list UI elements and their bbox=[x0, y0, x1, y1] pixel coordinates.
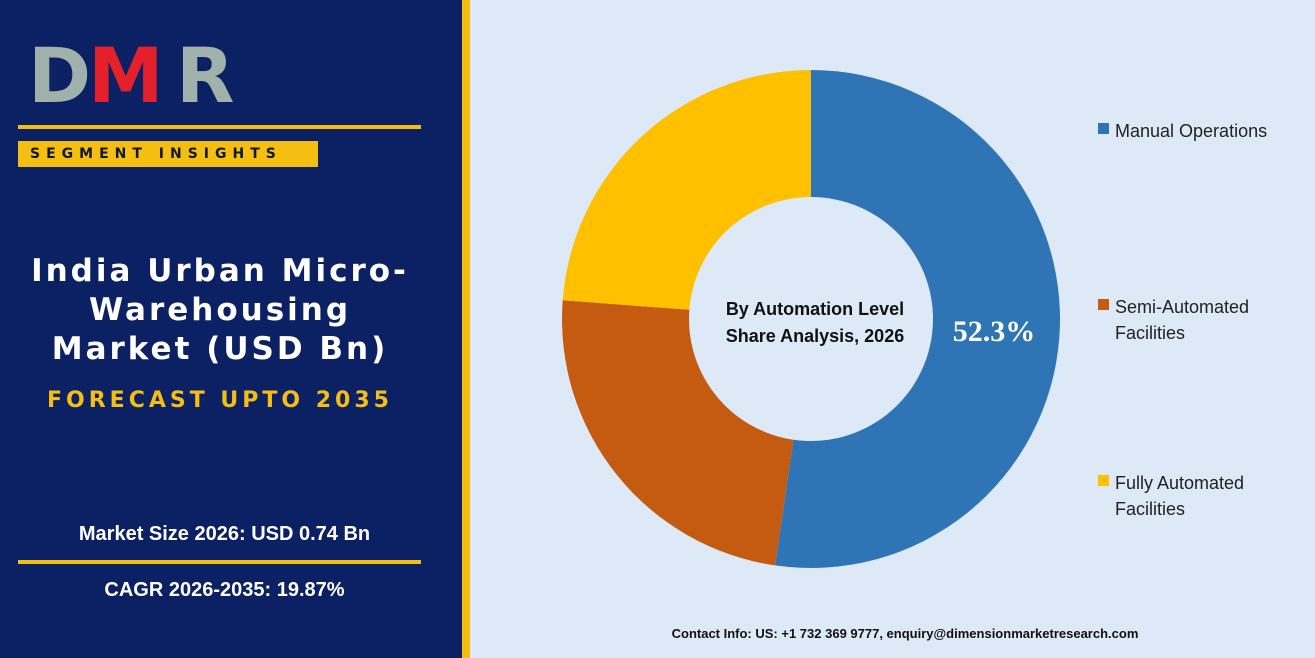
data-label-manual-operations: 52.3% bbox=[952, 315, 1036, 348]
legend-item-fully-automated-facilities: Fully Automated Facilities bbox=[1098, 470, 1308, 522]
left-panel bbox=[0, 0, 462, 658]
title-line: Market (USD Bn) bbox=[51, 331, 389, 367]
legend-label: Facilities bbox=[1115, 499, 1186, 519]
legend-item-semi-automated-facilities: Semi-Automated Facilities bbox=[1098, 294, 1308, 346]
report-title: India Urban Micro- Warehousing Market (U… bbox=[20, 252, 420, 369]
legend-label: Semi-Automated bbox=[1115, 297, 1250, 317]
title-line: Warehousing bbox=[88, 292, 352, 328]
legend-label: Facilities bbox=[1115, 323, 1186, 343]
gold-divider bbox=[462, 0, 470, 658]
top-rule bbox=[18, 125, 421, 129]
slice-semi-automated-facilities bbox=[562, 300, 794, 566]
dmr-logo: D M R bbox=[28, 31, 238, 120]
legend-swatch bbox=[1098, 299, 1109, 310]
bottom-rule bbox=[18, 560, 421, 564]
legend-swatch bbox=[1098, 475, 1109, 486]
logo-letter: R bbox=[176, 32, 235, 112]
cagr-stat: CAGR 2026-2035: 19.87% bbox=[104, 579, 345, 601]
donut-center-label: By Automation Level Share Analysis, 2026 bbox=[680, 296, 950, 350]
logo-letter: D bbox=[28, 32, 91, 112]
logo-letter: M bbox=[88, 32, 164, 112]
slice-manual-operations bbox=[775, 70, 1060, 568]
contact-info: Contact Info: US: +1 732 369 9777, enqui… bbox=[671, 626, 1139, 641]
market-size-stat: Market Size 2026: USD 0.74 Bn bbox=[78, 523, 371, 545]
forecast-subtitle: FORECAST UPTO 2035 bbox=[47, 388, 393, 413]
center-title-line: Share Analysis, 2026 bbox=[725, 326, 905, 346]
title-line: India Urban Micro- bbox=[31, 253, 409, 289]
legend-item-manual-operations: Manual Operations bbox=[1098, 118, 1308, 144]
segment-insights-badge: SEGMENT INSIGHTS bbox=[18, 141, 318, 167]
legend-label: Fully Automated bbox=[1115, 473, 1245, 493]
legend-swatch bbox=[1098, 123, 1109, 134]
slice-fully-automated-facilities bbox=[562, 70, 811, 310]
dmr-logo-mark: D M R bbox=[28, 31, 235, 120]
legend-label: Manual Operations bbox=[1115, 121, 1268, 141]
center-title-line: By Automation Level bbox=[725, 299, 905, 319]
